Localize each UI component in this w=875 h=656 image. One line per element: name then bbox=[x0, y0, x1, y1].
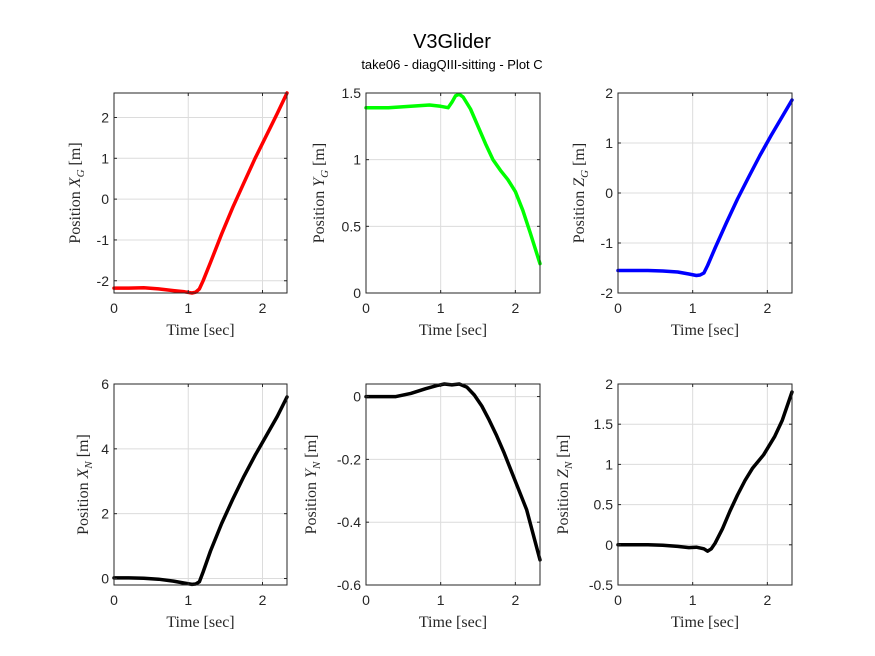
x-tick-label: 1 bbox=[689, 300, 697, 316]
y-axis-label: Position YG [m] bbox=[311, 143, 331, 243]
y-tick-label: -2 bbox=[601, 285, 614, 301]
y-tick-label: 2 bbox=[605, 376, 613, 392]
y-axis-label: Position XG [m] bbox=[67, 142, 87, 243]
y-tick-label: 0.5 bbox=[342, 218, 362, 234]
x-tick-label: 1 bbox=[184, 300, 192, 316]
subplot-3: 0 1 2 -2 -1 0 1 2 Time [sec] Position ZG [m] bbox=[571, 85, 794, 339]
y-tick-label: -1 bbox=[97, 232, 110, 248]
x-tick-label: 1 bbox=[437, 300, 445, 316]
x-tick-label: 0 bbox=[110, 592, 118, 608]
x-tick-label: 2 bbox=[763, 300, 771, 316]
x-tick-label: 2 bbox=[259, 592, 267, 608]
y-tick-label: -0.5 bbox=[589, 577, 613, 593]
y-tick-label: 0 bbox=[353, 285, 361, 301]
series-line bbox=[616, 98, 794, 278]
x-tick-label: 2 bbox=[763, 592, 771, 608]
y-tick-label: 1.5 bbox=[342, 85, 362, 101]
subplot-4: 0 1 2 0 2 4 6 Time [sec] Position XN [m] bbox=[75, 376, 289, 631]
x-axis-label: Time [sec] bbox=[671, 322, 739, 339]
axes-frame bbox=[113, 383, 288, 586]
y-tick-label: 0 bbox=[353, 389, 361, 405]
figure-subtitle: take06 - diagQIII-sitting - Plot C bbox=[361, 57, 542, 72]
subplot-1: 0 1 2 -2 -1 0 1 2 Time [sec] Position XG [m] bbox=[67, 91, 289, 339]
y-tick-label: 0 bbox=[605, 537, 613, 553]
axes-frame bbox=[617, 383, 793, 586]
x-tick-label: 0 bbox=[362, 300, 370, 316]
x-axis-label: Time [sec] bbox=[671, 614, 739, 631]
axes-frame bbox=[365, 92, 541, 294]
y-tick-label: 1 bbox=[605, 135, 613, 151]
x-tick-label: 1 bbox=[437, 592, 445, 608]
y-tick-label: 1 bbox=[101, 150, 109, 166]
series-line bbox=[616, 390, 794, 553]
x-axis-label: Time [sec] bbox=[166, 614, 234, 631]
x-tick-label: 0 bbox=[614, 300, 622, 316]
figure-title: V3Glider bbox=[413, 31, 491, 53]
series-line bbox=[364, 382, 542, 562]
x-axis-label: Time [sec] bbox=[166, 322, 234, 339]
x-tick-label: 2 bbox=[511, 592, 519, 608]
y-tick-label: 1 bbox=[353, 152, 361, 168]
axes-frame bbox=[113, 92, 288, 294]
x-tick-label: 0 bbox=[362, 592, 370, 608]
y-axis-label: Position XN [m] bbox=[75, 434, 95, 535]
y-axis-label: Position ZN [m] bbox=[555, 435, 575, 535]
y-tick-label: 2 bbox=[605, 85, 613, 101]
y-tick-label: -0.4 bbox=[337, 514, 361, 530]
x-tick-label: 1 bbox=[689, 592, 697, 608]
x-tick-label: 2 bbox=[511, 300, 519, 316]
y-tick-label: 6 bbox=[101, 376, 109, 392]
series-line bbox=[112, 91, 289, 295]
series-line bbox=[112, 395, 289, 587]
axes-frame bbox=[365, 383, 541, 586]
y-tick-label: -2 bbox=[97, 273, 110, 289]
y-tick-label: 0 bbox=[605, 185, 613, 201]
y-axis-label: Position ZG [m] bbox=[571, 143, 591, 243]
y-tick-label: -0.6 bbox=[337, 577, 361, 593]
y-tick-label: 0 bbox=[101, 571, 109, 587]
y-tick-label: 0.5 bbox=[594, 497, 614, 513]
subplot-5: 0 1 2 -0.6 -0.4 -0.2 0 Time [sec] Position YN [m… bbox=[303, 382, 542, 631]
y-tick-label: -1 bbox=[601, 235, 614, 251]
series-line bbox=[364, 92, 542, 266]
y-tick-label: 1 bbox=[605, 456, 613, 472]
y-tick-label: 2 bbox=[101, 109, 109, 125]
y-tick-label: 2 bbox=[101, 506, 109, 522]
x-tick-label: 1 bbox=[184, 592, 192, 608]
x-axis-label: Time [sec] bbox=[419, 614, 487, 631]
y-tick-label: -0.2 bbox=[337, 451, 361, 467]
x-tick-label: 0 bbox=[614, 592, 622, 608]
subplot-2: 0 1 2 0 0.5 1 1.5 Time [sec] Position YG [m] bbox=[311, 85, 542, 339]
x-tick-label: 2 bbox=[259, 300, 267, 316]
y-tick-label: 1.5 bbox=[594, 416, 614, 432]
y-tick-label: 0 bbox=[101, 191, 109, 207]
x-axis-label: Time [sec] bbox=[419, 322, 487, 339]
x-tick-label: 0 bbox=[110, 300, 118, 316]
y-tick-label: 4 bbox=[101, 441, 109, 457]
y-axis-label: Position YN [m] bbox=[303, 435, 323, 535]
